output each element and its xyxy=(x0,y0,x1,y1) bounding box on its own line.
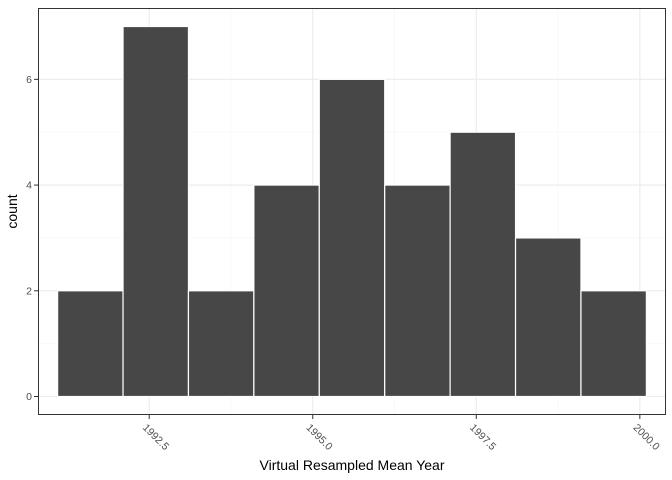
histogram-bar xyxy=(253,184,320,398)
y-tick-label: 0 xyxy=(26,391,32,403)
x-axis: 1992.5 1995.0 1997.5 2000.0 xyxy=(140,415,662,453)
histogram-bar xyxy=(449,131,517,398)
histogram-bar xyxy=(57,290,124,398)
y-tick-label: 6 xyxy=(26,74,32,86)
x-tick-label: 1997.5 xyxy=(467,422,498,453)
histogram-bar xyxy=(514,237,582,398)
x-axis-title: Virtual Resampled Mean Year xyxy=(260,457,445,473)
y-axis-title: count xyxy=(4,194,20,228)
bars xyxy=(57,25,647,398)
histogram-bar xyxy=(122,25,190,398)
panel-border xyxy=(38,8,666,415)
x-tick-label: 1995.0 xyxy=(304,422,335,453)
histogram-bar xyxy=(318,78,386,398)
histogram-bar xyxy=(580,290,647,398)
histogram-bar xyxy=(187,290,255,398)
y-tick-label: 4 xyxy=(26,180,32,192)
y-axis: 0 2 4 6 xyxy=(26,74,38,403)
x-tick-label: 1992.5 xyxy=(140,422,171,453)
x-tick-label: 2000.0 xyxy=(631,422,662,453)
y-tick-label: 2 xyxy=(26,285,32,297)
histogram-bar xyxy=(384,184,451,398)
